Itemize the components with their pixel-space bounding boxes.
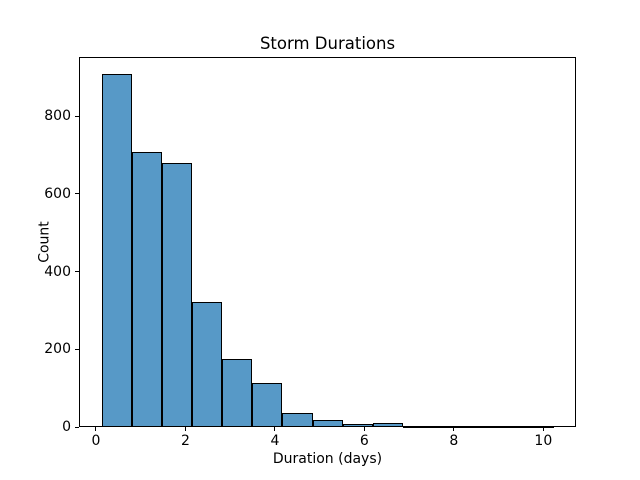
y-tick-mark [75, 193, 79, 195]
x-tick-mark [453, 427, 455, 431]
y-tick-mark [75, 115, 79, 117]
y-tick-label: 200 [44, 341, 71, 358]
x-tick-label: 0 [91, 433, 101, 449]
x-tick-label: 8 [449, 433, 459, 449]
x-tick-label: 6 [359, 433, 369, 449]
y-tick-label: 400 [44, 263, 71, 280]
y-tick-mark [75, 426, 79, 428]
histogram-bar [192, 302, 223, 427]
histogram-bar [433, 426, 464, 428]
histogram-bar [523, 426, 554, 428]
x-tick-label: 4 [270, 433, 280, 449]
y-tick-mark [75, 348, 79, 350]
bars-layer [79, 57, 576, 428]
chart-title: Storm Durations [259, 34, 396, 53]
histogram-bar [222, 358, 253, 427]
histogram-bar [493, 426, 524, 428]
histogram-bar [252, 383, 283, 427]
x-tick-label: 10 [534, 433, 553, 449]
x-axis-label: Duration (days) [272, 451, 383, 467]
histogram-bar [342, 423, 373, 427]
plot-area [79, 57, 576, 428]
x-tick-mark [542, 427, 544, 431]
y-tick-label: 600 [44, 185, 71, 202]
x-tick-label: 2 [180, 433, 190, 449]
histogram-bar [403, 425, 434, 428]
y-tick-label: 0 [62, 419, 71, 435]
x-tick-mark [363, 427, 365, 431]
histogram-bar [312, 419, 343, 427]
histogram-bar [463, 426, 494, 428]
histogram-bar [161, 163, 193, 427]
y-axis-label: Count [36, 221, 53, 263]
histogram-bar [282, 412, 313, 427]
x-tick-mark [274, 427, 276, 431]
y-tick-mark [75, 271, 79, 273]
x-tick-mark [95, 427, 97, 431]
histogram-bar [101, 74, 132, 427]
y-tick-label: 800 [44, 108, 71, 125]
histogram-bar [131, 151, 162, 427]
histogram-bar [372, 423, 404, 427]
x-tick-mark [184, 427, 186, 431]
